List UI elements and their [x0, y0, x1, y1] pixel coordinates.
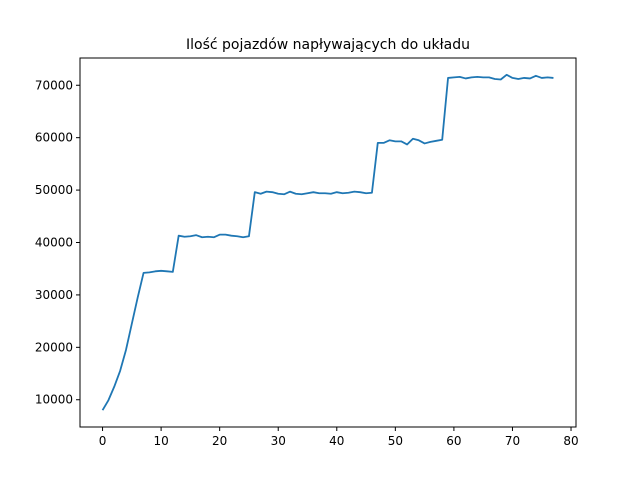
chart-title: Ilość pojazdów napływających do układu [186, 37, 470, 53]
y-tick-label: 20000 [35, 340, 73, 354]
x-tick-label: 70 [505, 434, 520, 448]
x-tick-label: 50 [388, 434, 403, 448]
x-tick-label: 10 [153, 434, 168, 448]
y-tick-label: 60000 [35, 131, 73, 145]
y-tick-label: 70000 [35, 78, 73, 92]
series-line-0 [101, 73, 554, 411]
y-tick-label: 10000 [35, 393, 73, 407]
x-axis: 0 10 20 30 40 50 60 70 80 [99, 427, 579, 448]
plot-frame [79, 57, 577, 428]
y-tick-label: 50000 [35, 183, 73, 197]
x-tick-label: 20 [212, 434, 227, 448]
y-tick-label: 40000 [35, 236, 73, 250]
x-tick-label: 80 [563, 434, 578, 448]
x-tick-label: 40 [329, 434, 344, 448]
plot-area [101, 73, 554, 411]
x-tick-label: 60 [446, 434, 461, 448]
x-tick-label: 0 [99, 434, 107, 448]
x-tick-label: 30 [271, 434, 286, 448]
y-tick-label: 30000 [35, 288, 73, 302]
y-axis: 10000 20000 30000 40000 50000 60000 70000 [35, 78, 80, 407]
